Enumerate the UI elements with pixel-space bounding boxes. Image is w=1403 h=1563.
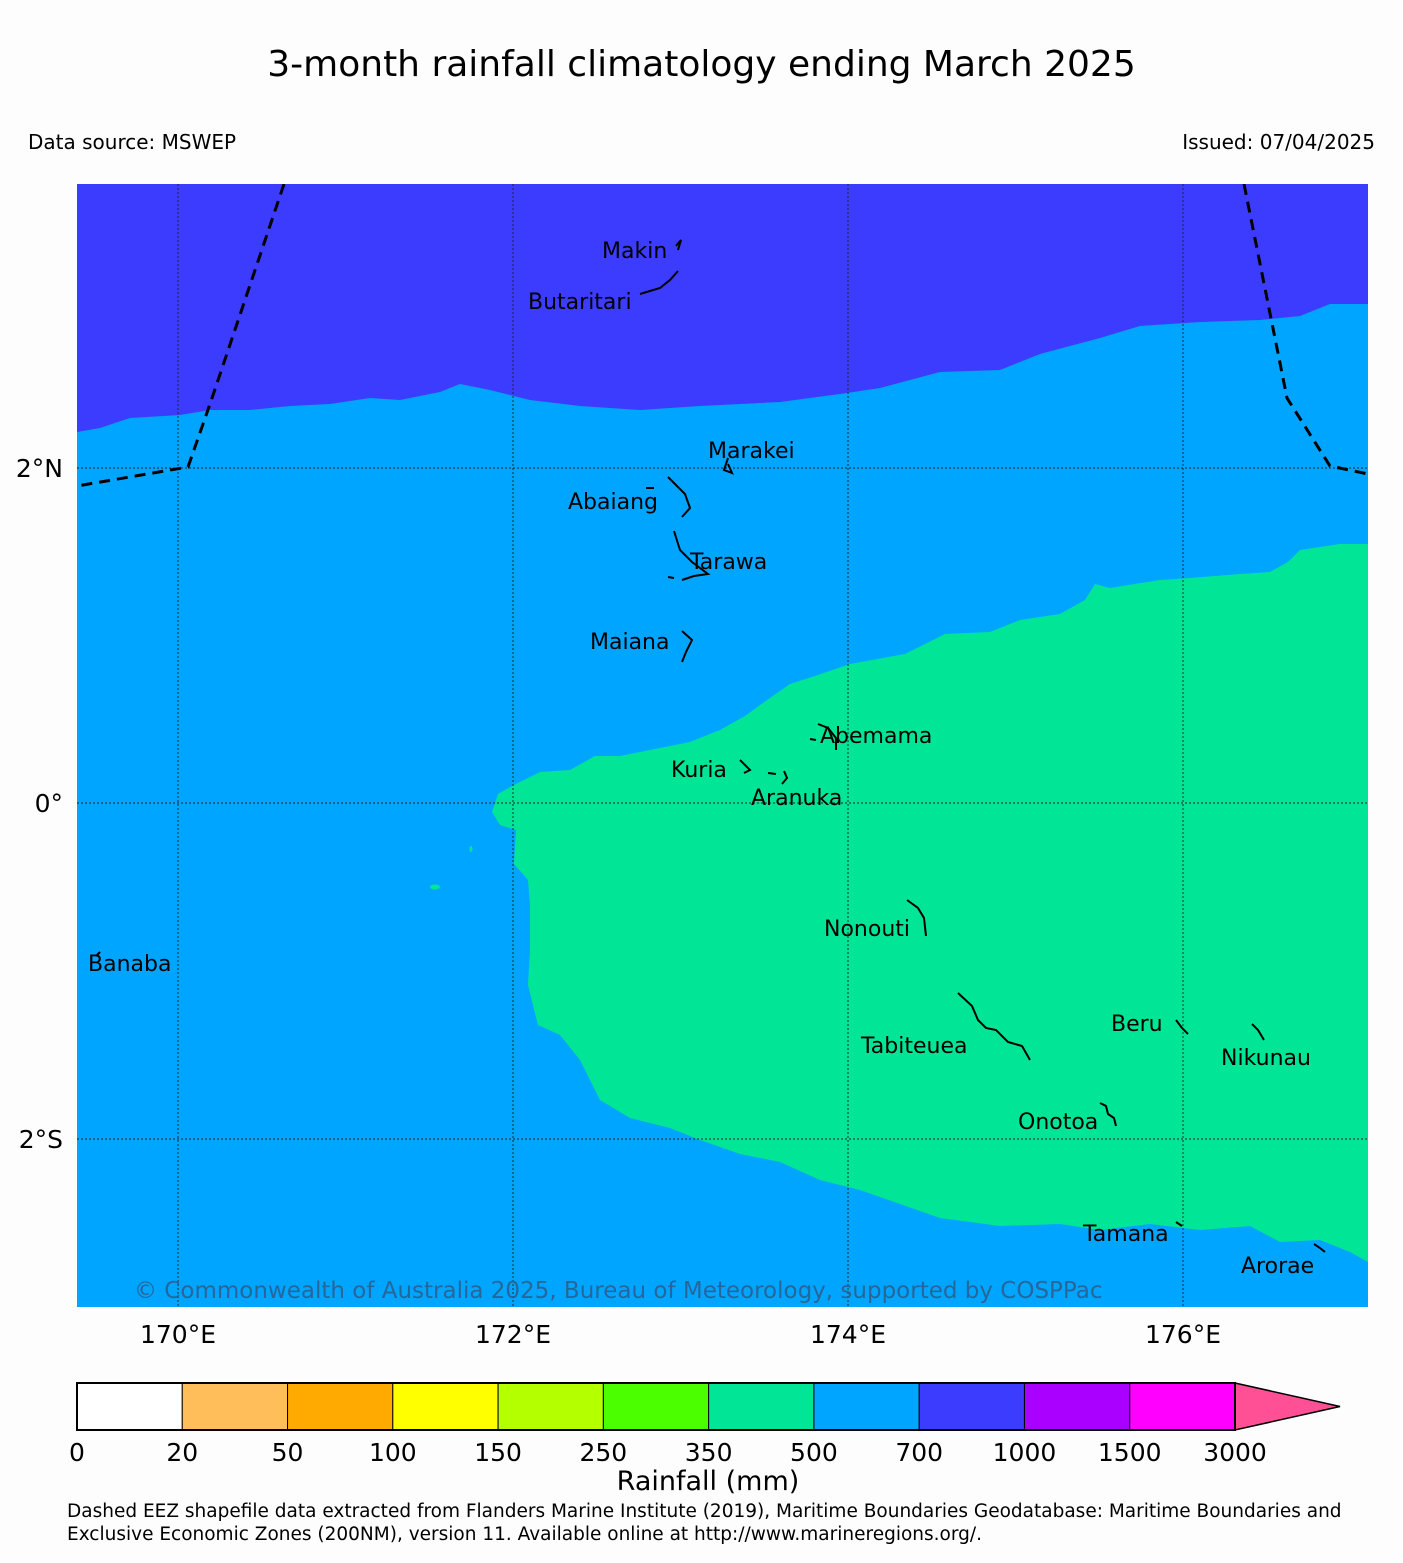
colorbar-swatch	[918, 1382, 1025, 1431]
colorbar-swatch	[602, 1382, 710, 1431]
eez-boundary	[77, 184, 1368, 488]
lat-tick-2s: 2°S	[19, 1125, 63, 1154]
label-onotoa: Onotoa	[1018, 1110, 1098, 1135]
label-banaba: Banaba	[88, 952, 171, 977]
colorbar-extend-arrow	[1234, 1382, 1341, 1431]
colorbar-tick-label: 100	[369, 1438, 417, 1467]
lat-tick-0: 0°	[35, 789, 63, 818]
issued-date: Issued: 07/04/2025	[1182, 130, 1375, 154]
colorbar-swatch	[76, 1382, 183, 1431]
label-marakei: Marakei	[708, 439, 795, 464]
colorbar-swatch	[1129, 1382, 1236, 1431]
place-labels: Makin Butaritari Marakei Abaiang Tarawa …	[88, 239, 1314, 1279]
island-outlines	[95, 239, 1326, 1253]
footnote-line-1: Dashed EEZ shapefile data extracted from…	[67, 1501, 1342, 1522]
lon-tick-172e: 172°E	[475, 1320, 551, 1349]
label-arorae: Arorae	[1241, 1254, 1314, 1279]
lon-tick-176e: 176°E	[1145, 1320, 1221, 1349]
colorbar-tick-label: 1500	[1098, 1438, 1162, 1467]
colorbar-outline	[76, 1382, 1236, 1431]
lon-tick-174e: 174°E	[810, 1320, 886, 1349]
label-tarawa: Tarawa	[689, 550, 767, 575]
colorbar-tick-label: 350	[685, 1438, 733, 1467]
label-aranuka: Aranuka	[751, 786, 842, 811]
map-title: 3-month rainfall climatology ending Marc…	[267, 44, 1136, 85]
copyright-watermark: © Commonwealth of Australia 2025, Bureau…	[134, 1278, 1103, 1304]
label-tamana: Tamana	[1082, 1222, 1169, 1247]
label-makin: Makin	[602, 239, 667, 264]
colorbar-label: Rainfall (mm)	[617, 1466, 800, 1497]
data-source: Data source: MSWEP	[28, 130, 237, 154]
label-maiana: Maiana	[590, 630, 669, 655]
rainfall-field: Makin Butaritari Marakei Abaiang Tarawa …	[77, 184, 1368, 1307]
small-green-specks	[430, 846, 473, 890]
colorbar-tick-label: 150	[474, 1438, 522, 1467]
colorbar-tick-label: 500	[790, 1438, 838, 1467]
axis-tick-labels: 170°E 172°E 174°E 176°E 2°N 0° 2°S	[16, 454, 1221, 1349]
graticule	[77, 184, 1368, 1307]
colorbar-tick-label: 3000	[1203, 1438, 1267, 1467]
colorbar-swatch	[287, 1382, 394, 1431]
colorbar-tick-label: 250	[580, 1438, 628, 1467]
lon-tick-170e: 170°E	[140, 1320, 216, 1349]
label-abemama: Abemama	[820, 724, 932, 749]
colorbar-swatch	[181, 1382, 289, 1431]
label-nonouti: Nonouti	[824, 917, 910, 942]
label-nikunau: Nikunau	[1221, 1046, 1311, 1071]
colorbar: 0 20 50 100 150 250 350 500 700 1000 1500 3000	[69, 1382, 1341, 1467]
colorbar-swatch	[1023, 1382, 1131, 1431]
band-350-500mm	[492, 544, 1368, 1262]
colorbar-tick-label: 700	[895, 1438, 943, 1467]
colorbar-tick-label: 1000	[993, 1438, 1057, 1467]
label-kuria: Kuria	[671, 758, 727, 783]
footnote: Dashed EEZ shapefile data extracted from…	[67, 1500, 1397, 1546]
colorbar-tick-label: 20	[166, 1438, 198, 1467]
colorbar-tick-label: 0	[69, 1438, 85, 1467]
colorbar-swatch	[392, 1382, 499, 1431]
label-tabiteuea: Tabiteuea	[860, 1034, 967, 1059]
label-beru: Beru	[1111, 1012, 1163, 1037]
colorbar-swatch	[813, 1382, 920, 1431]
colorbar-swatch	[708, 1382, 815, 1431]
colorbar-tick-label: 50	[272, 1438, 304, 1467]
label-abaiang: Abaiang	[568, 490, 658, 515]
footnote-line-2: Exclusive Economic Zones (200NM), versio…	[67, 1524, 982, 1545]
colorbar-swatch	[497, 1382, 604, 1431]
lat-tick-2n: 2°N	[16, 454, 63, 483]
label-butaritari: Butaritari	[528, 290, 632, 315]
